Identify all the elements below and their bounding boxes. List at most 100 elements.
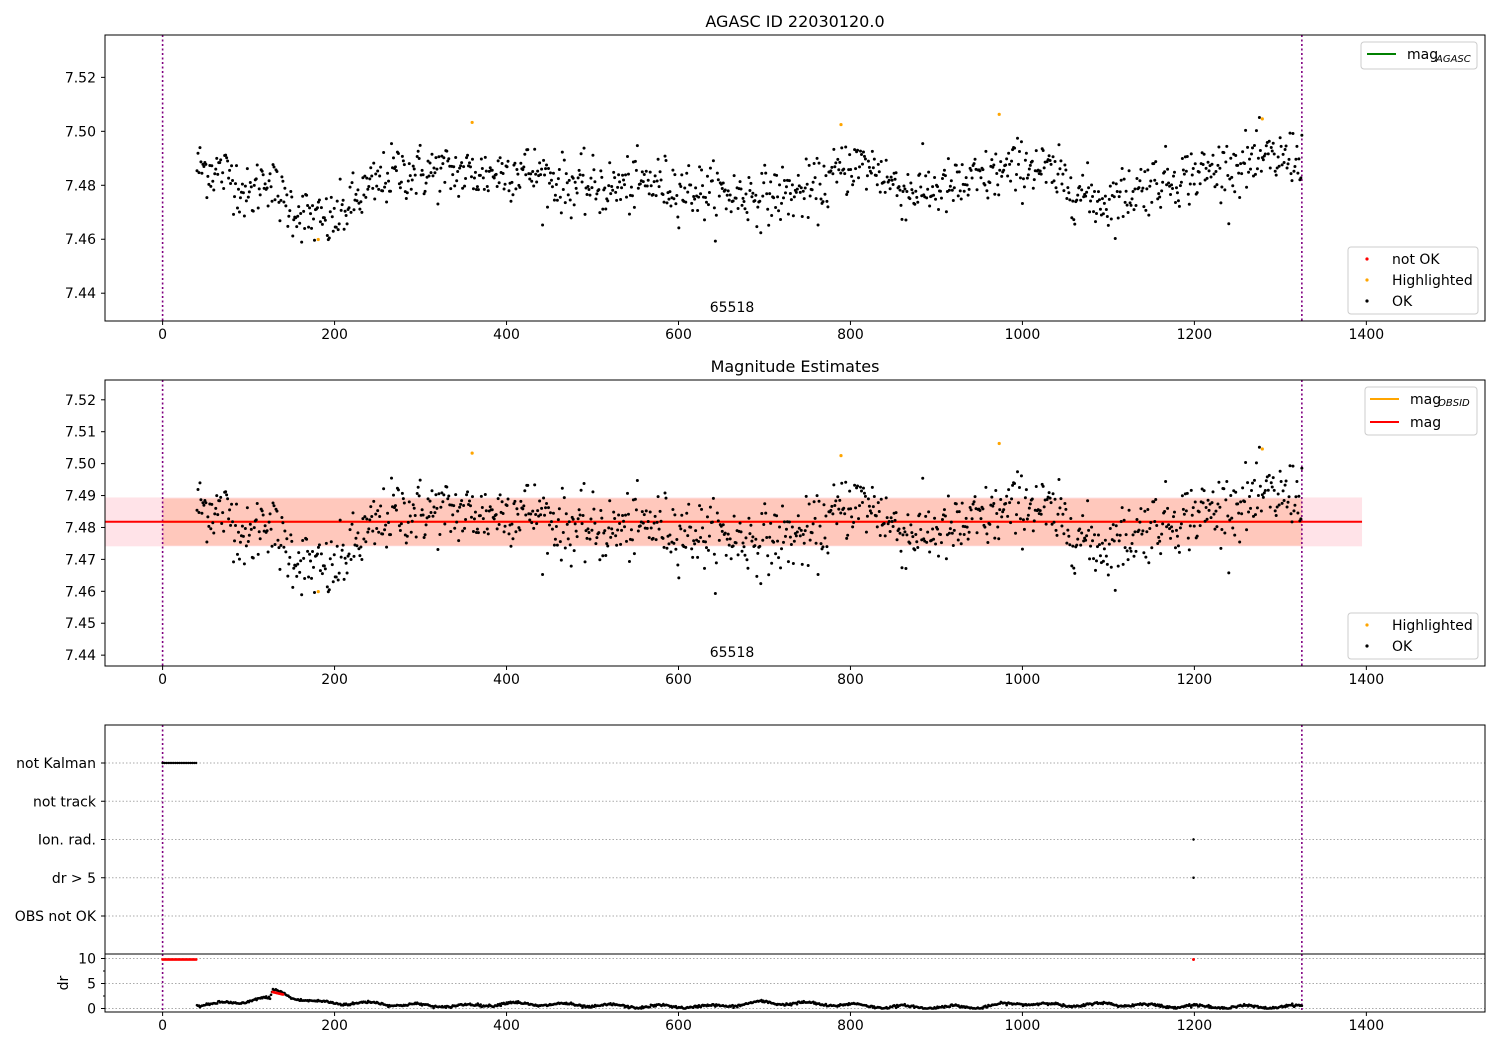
top-ok-point [678,182,682,186]
mid-ok-point [1177,550,1181,554]
mid-ok-point [588,537,592,541]
mid-ok-point [743,553,747,557]
mid-ok-point [270,544,274,548]
top-ok-point [1057,143,1061,147]
top-ok-point [943,174,947,178]
top-ok-point [1243,161,1247,165]
mid-ok-point [1070,564,1074,568]
top-ok-point [969,168,973,172]
mid-ok-point [1125,549,1129,553]
top-ok-point [1223,188,1227,192]
mid-ok-point [440,491,444,495]
top-ok-point [1187,202,1191,206]
top-ok-point [543,173,547,177]
dr-ytick-label: 0 [87,1002,96,1018]
top-ok-point [924,174,928,178]
top-ok-point [541,223,545,227]
mid-ok-point [360,558,364,562]
mid-ok-point [310,576,314,580]
mid-ok-point [715,511,719,515]
top-ok-point [390,142,394,146]
dr-ok-point [894,1006,898,1010]
top-ok-point [578,173,582,177]
top-ok-point [842,167,846,171]
mid-ok-point [584,529,588,533]
mid-ok-point [1252,478,1256,482]
top-ok-point [697,195,701,199]
mid-ok-point [1024,488,1028,492]
top-ok-point [926,187,930,191]
mid-ok-point [1180,494,1184,498]
mid-ok-point [707,534,711,538]
top-ok-point [1217,145,1221,149]
top-ok-point [302,209,306,213]
top-ok-point [483,155,487,159]
top-ok-point [910,188,914,192]
top-ok-point [1124,189,1128,193]
top-ok-point [763,163,767,167]
mid-ok-point [951,543,955,547]
mid-ok-point [952,528,956,532]
top-ok-point [243,184,247,188]
top-ok-point [210,164,214,168]
mid-ok-point [463,526,467,530]
top-ok-point [1220,185,1224,189]
top-ok-point [1297,157,1301,161]
top-ok-point [811,180,815,184]
top-ok-point [1147,213,1151,217]
mid-ok-point [244,544,248,548]
top-ok-point [1138,179,1142,183]
mid-ok-point [652,521,656,525]
top-ok-point [588,193,592,197]
top-ok-point [761,194,765,198]
top-ok-point [859,149,863,153]
top-ok-point [469,175,473,179]
top-ok-point [1063,163,1067,167]
mid-ok-point [1228,518,1232,522]
top-ok-point [895,194,899,198]
mid-ok-point [677,576,681,580]
mid-ok-point [436,548,440,552]
mid-ok-point [901,533,905,537]
top-ok-point [812,162,816,166]
top-ok-point [836,157,840,161]
mid-ok-point [219,495,223,499]
mid-ok-point [1246,481,1250,485]
mid-ok-point [312,565,316,569]
top-ok-point [911,191,915,195]
top-ok-point [385,200,389,204]
mid-ok-point [1020,547,1024,551]
top-ok-point [933,176,937,180]
mid-ok-point [308,552,312,556]
mid-xtick-label: 400 [493,672,520,688]
top-ok-point [1294,157,1298,161]
top-ok-point [606,199,610,203]
mid-ok-point [232,560,236,564]
top-ok-point [766,207,770,211]
mid-ok-point [1142,551,1146,555]
top-ok-point [656,157,660,161]
mid-ok-point [884,496,888,500]
mid-ok-point [318,569,322,573]
mid-ok-point [1085,534,1089,538]
mid-ok-point [993,536,997,540]
mid-ok-point [1285,505,1289,509]
mid-ok-point [201,501,205,505]
mid-ok-point [1223,531,1227,535]
dr-ok-point [713,1005,717,1008]
top-ok-point [368,177,372,181]
top-ok-point [1189,152,1193,156]
mid-ok-point [352,554,356,558]
top-ok-point [281,179,285,183]
mid-ok-point [1170,525,1174,529]
top-highlighted-point [839,122,843,127]
top-ok-point [1095,199,1099,203]
top-ok-point [998,168,1002,172]
top-ok-point [1172,174,1176,178]
mid-ok-point [823,536,827,540]
top-ok-point [818,182,822,186]
dr-ok-point [581,1006,584,1009]
mid-ok-point [568,543,572,547]
